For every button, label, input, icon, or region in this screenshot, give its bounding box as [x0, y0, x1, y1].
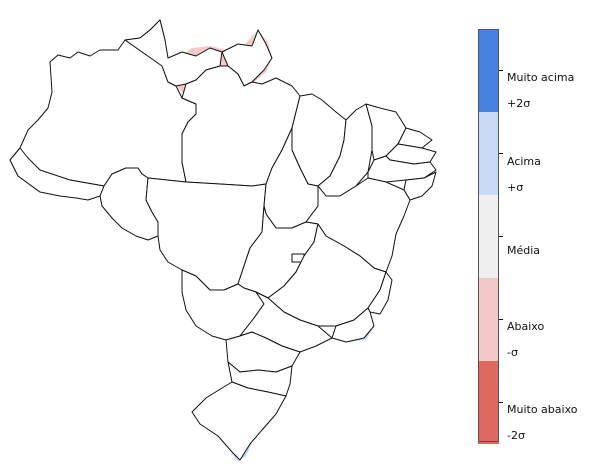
legend-label-line2: +σ	[507, 181, 524, 194]
legend-label-abaixo: Abaixo -σ	[507, 307, 544, 372]
legend-swatch-muito-acima	[478, 29, 499, 112]
legend-label-line1: Abaixo	[507, 320, 545, 333]
legend-label-line1: Acima	[507, 155, 541, 168]
legend-tick	[499, 236, 503, 237]
legend-label-line2: -2σ	[507, 429, 525, 442]
legend-swatch-media	[478, 195, 499, 278]
legend-swatch-abaixo	[478, 278, 499, 361]
state-rr	[124, 19, 223, 87]
legend-label-muito-acima: Muito acima +2σ	[507, 58, 574, 123]
legend-label-line1: Muito abaixo	[507, 403, 578, 416]
state-am	[9, 19, 197, 193]
legend-tick	[499, 153, 503, 154]
brazil-map-svg	[9, 19, 437, 462]
legend-swatch-muito-abaixo	[478, 361, 499, 444]
legend-label-line1: Muito acima	[507, 71, 575, 84]
legend-label-media: Média	[507, 231, 540, 270]
legend-label-muito-abaixo: Muito abaixo -2σ	[507, 390, 577, 455]
state-borders	[9, 19, 437, 461]
legend-tick	[499, 70, 503, 71]
legend-tick	[499, 319, 503, 320]
legend-tick	[499, 402, 503, 403]
state-es	[367, 271, 393, 315]
state-rs	[191, 381, 287, 461]
legend-label-line1: Média	[507, 244, 541, 257]
legend-swatch-acima	[478, 112, 499, 195]
legend: Muito acima +2σ Acima +σ Média Abaixo -σ…	[478, 29, 590, 444]
state-rj	[331, 307, 375, 343]
legend-label-line2: +2σ	[507, 97, 531, 110]
legend-label-acima: Acima +σ	[507, 142, 541, 207]
legend-label-line2: -σ	[507, 346, 518, 359]
brazil-map	[9, 19, 437, 462]
